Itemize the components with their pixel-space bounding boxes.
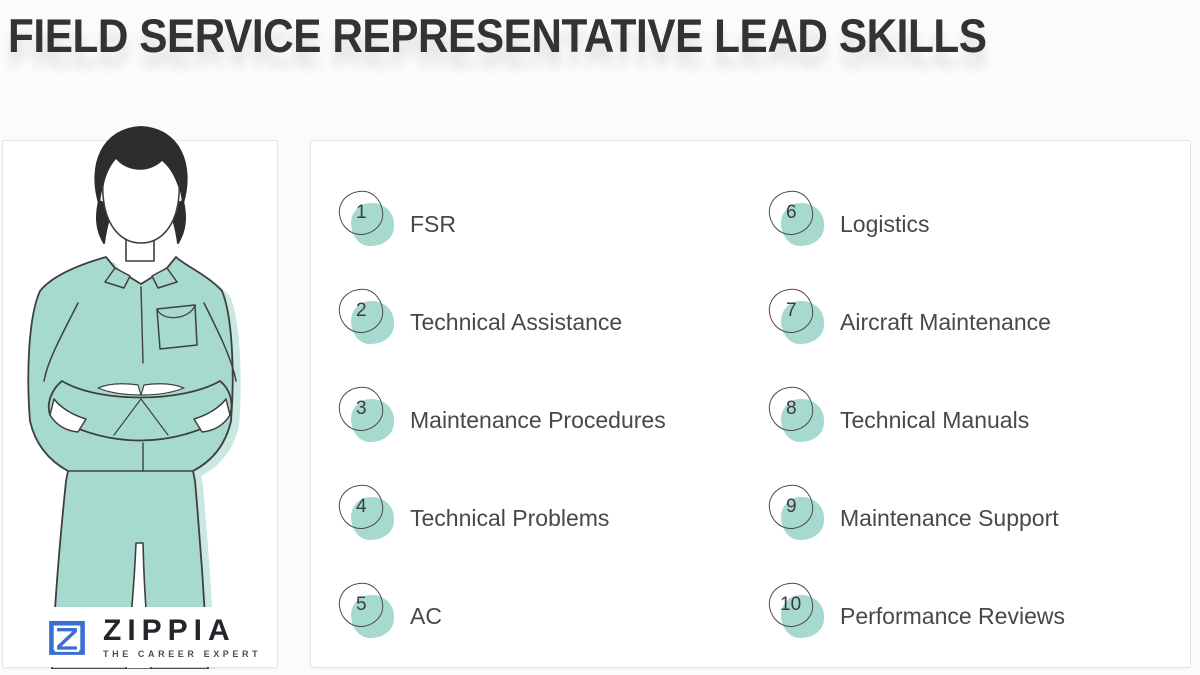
skill-label: Technical Problems xyxy=(410,505,610,531)
badge-blob xyxy=(351,497,394,540)
page-title: FIELD SERVICE REPRESENTATIVE LEAD SKILLS xyxy=(8,9,987,62)
person-illustration xyxy=(27,126,241,669)
skill-label: AC xyxy=(410,603,442,629)
skill-number: 2 xyxy=(355,300,367,322)
badge-blob xyxy=(781,203,824,246)
skill-label: FSR xyxy=(410,211,456,237)
logo-brand-text: ZIPPIA xyxy=(103,613,236,647)
skill-label: Technical Assistance xyxy=(410,309,623,335)
logo-band: ZIPPIA THE CAREER EXPERT xyxy=(3,607,277,667)
skill-item: 4 Technical Problems xyxy=(336,465,666,563)
zippia-logo-icon xyxy=(49,620,85,655)
skill-number: 10 xyxy=(780,594,802,616)
skill-item: 9 Maintenance Support xyxy=(766,465,1065,563)
skill-number-badge: 6 xyxy=(766,188,827,249)
badge-blob xyxy=(351,203,394,246)
skill-number-badge: 10 xyxy=(766,580,827,641)
skill-number-badge: 4 xyxy=(336,482,397,543)
badge-blob xyxy=(351,399,394,442)
badge-blob xyxy=(781,399,824,442)
skill-label: Maintenance Procedures xyxy=(410,407,666,433)
logo-tagline-text: THE CAREER EXPERT xyxy=(103,648,262,659)
skill-number-badge: 8 xyxy=(766,384,827,445)
skill-number: 6 xyxy=(785,202,797,224)
skill-item: 5 AC xyxy=(336,563,666,661)
skill-item: 3 Maintenance Procedures xyxy=(336,367,666,465)
skill-item: 2 Technical Assistance xyxy=(336,269,666,367)
skill-label: Maintenance Support xyxy=(840,505,1059,531)
skill-label: Aircraft Maintenance xyxy=(840,309,1051,335)
skill-item: 10 Performance Reviews xyxy=(766,563,1065,661)
skill-number-badge: 5 xyxy=(336,580,397,641)
badge-blob xyxy=(781,595,824,638)
skills-column-left: 1 FSR 2 Technical Assistance 3 Maintenan… xyxy=(336,171,666,661)
skill-label: Performance Reviews xyxy=(840,603,1065,629)
skill-number-badge: 7 xyxy=(766,286,827,347)
badge-blob xyxy=(781,497,824,540)
skill-item: 1 FSR xyxy=(336,171,666,269)
badge-blob xyxy=(351,595,394,638)
skill-number: 9 xyxy=(785,496,797,518)
skill-number: 8 xyxy=(785,398,797,420)
skill-number-badge: 9 xyxy=(766,482,827,543)
skill-item: 8 Technical Manuals xyxy=(766,367,1065,465)
skill-number: 4 xyxy=(355,496,367,518)
skill-number-badge: 1 xyxy=(336,188,397,249)
skill-number: 5 xyxy=(355,594,367,616)
skill-number-badge: 2 xyxy=(336,286,397,347)
skill-label: Technical Manuals xyxy=(840,407,1030,433)
illustration-card: ZIPPIA THE CAREER EXPERT xyxy=(2,126,278,669)
skill-item: 6 Logistics xyxy=(766,171,1065,269)
badge-blob xyxy=(351,301,394,344)
skill-number: 3 xyxy=(355,398,367,420)
skill-label: Logistics xyxy=(840,211,930,237)
skill-number-badge: 3 xyxy=(336,384,397,445)
skills-card: 1 FSR 2 Technical Assistance 3 Maintenan… xyxy=(310,140,1191,668)
skill-item: 7 Aircraft Maintenance xyxy=(766,269,1065,367)
skills-column-right: 6 Logistics 7 Aircraft Maintenance 8 Tec… xyxy=(766,171,1065,661)
skill-number: 7 xyxy=(785,300,797,322)
skill-number: 1 xyxy=(355,202,367,224)
badge-blob xyxy=(781,301,824,344)
